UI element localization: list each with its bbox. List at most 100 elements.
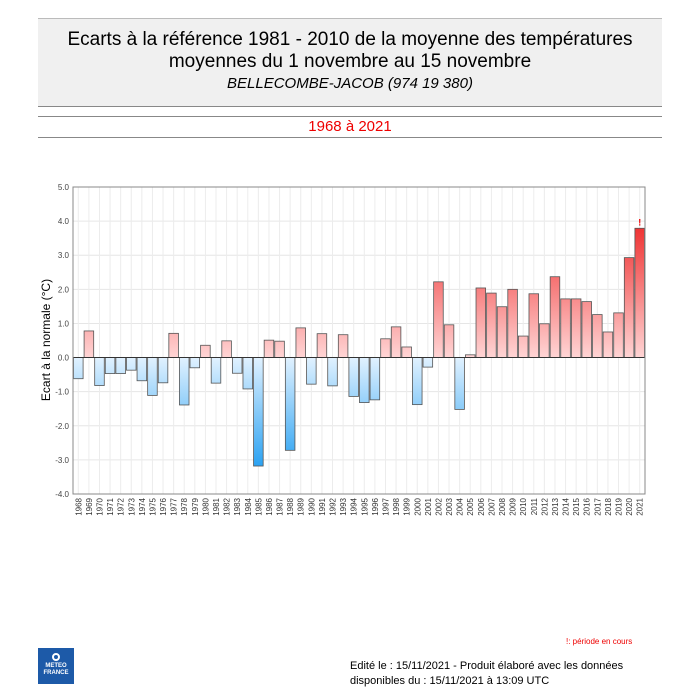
x-tick-label: 1974 xyxy=(138,497,147,515)
bar-2019 xyxy=(613,312,624,358)
edition-line2: disponibles du : 15/11/2021 à 13:09 UTC xyxy=(350,675,550,687)
bar-2011 xyxy=(528,293,539,358)
bar-1990 xyxy=(306,357,317,385)
bar-2010 xyxy=(517,335,529,358)
bar-1995 xyxy=(359,357,370,403)
bar-1986 xyxy=(263,339,275,358)
title-line1: Ecarts à la référence 1981 - 2010 de la … xyxy=(67,29,633,50)
bar-1968 xyxy=(73,357,84,380)
x-tick-label: 2019 xyxy=(615,497,624,515)
y-tick-label: -3.0 xyxy=(55,456,69,465)
x-tick-label: 2001 xyxy=(424,497,433,515)
edition-info: Edité le : 15/11/2021 - Produit élaboré … xyxy=(350,659,623,689)
bar-2001 xyxy=(422,357,434,368)
x-tick-label: 1976 xyxy=(159,497,168,515)
bar-1989 xyxy=(295,327,306,358)
x-tick-label: 2004 xyxy=(456,497,465,515)
bar-2012 xyxy=(539,323,550,358)
y-axis-label: Ecart à la normale (°C) xyxy=(39,279,53,401)
bar-1992 xyxy=(327,357,338,387)
bar-1976 xyxy=(157,357,169,384)
bar-1977 xyxy=(168,332,179,358)
period-label: 1968 à 2021 xyxy=(308,118,392,135)
x-tick-label: 2002 xyxy=(434,497,443,515)
x-tick-label: 1979 xyxy=(191,497,200,515)
x-tick-label: 2018 xyxy=(604,497,613,515)
bar-2009 xyxy=(507,288,518,358)
x-tick-label: 1995 xyxy=(360,497,369,515)
bar-2020 xyxy=(623,257,635,358)
x-tick-label: 1994 xyxy=(350,497,359,515)
y-tick-label: 2.0 xyxy=(58,285,70,294)
divider xyxy=(38,137,662,138)
bar-1985 xyxy=(253,357,264,467)
bar-1975 xyxy=(147,357,158,396)
bar-1980 xyxy=(200,344,211,358)
bar-2015 xyxy=(570,298,582,358)
y-tick-label: -4.0 xyxy=(55,490,69,499)
x-tick-label: 2012 xyxy=(540,497,549,515)
x-tick-label: 1993 xyxy=(339,497,348,515)
x-tick-label: 1972 xyxy=(117,497,126,515)
bar-1993 xyxy=(337,334,349,358)
bar-2013 xyxy=(549,276,561,358)
x-tick-label: 1983 xyxy=(233,497,242,515)
x-tick-label: 1989 xyxy=(297,497,306,515)
x-tick-label: 1971 xyxy=(106,497,115,515)
bar-2003 xyxy=(443,324,455,358)
x-tick-label: 2000 xyxy=(413,497,422,515)
x-tick-label: 2021 xyxy=(636,497,645,515)
x-tick-label: 1973 xyxy=(127,497,136,515)
x-tick-label: 1990 xyxy=(307,497,316,515)
x-tick-label: 1991 xyxy=(318,497,327,515)
bar-2017 xyxy=(592,314,603,358)
x-tick-label: 1986 xyxy=(265,497,274,515)
x-tick-label: 1999 xyxy=(403,497,412,515)
y-tick-label: 0.0 xyxy=(58,354,70,363)
bar-1982 xyxy=(221,340,232,358)
x-tick-label: 2013 xyxy=(551,497,560,515)
bar-2007 xyxy=(486,292,497,358)
x-tick-label: 1987 xyxy=(276,497,285,515)
bar-1984 xyxy=(242,357,253,390)
x-tick-label: 2007 xyxy=(487,497,496,515)
bar-1973 xyxy=(126,357,137,371)
bar-1983 xyxy=(231,357,243,374)
x-tick-label: 1992 xyxy=(329,497,338,515)
bar-1972 xyxy=(115,357,126,374)
y-tick-label: -1.0 xyxy=(55,388,69,397)
bar-2002 xyxy=(433,281,444,358)
bar-2008 xyxy=(496,306,508,358)
bar-1974 xyxy=(136,357,148,382)
x-tick-label: 1980 xyxy=(201,497,210,515)
title-line2: moyennes du 1 novembre au 15 novembre xyxy=(168,51,532,72)
x-tick-label: 1978 xyxy=(180,497,189,515)
x-tick-label: 1988 xyxy=(286,497,295,515)
bar-1997 xyxy=(380,338,391,358)
x-tick-label: 1997 xyxy=(381,497,390,515)
bar-1987 xyxy=(274,340,285,358)
x-tick-label: 1970 xyxy=(95,497,104,515)
y-tick-label: -2.0 xyxy=(55,422,69,431)
bar-1996 xyxy=(369,357,381,401)
y-tick-label: 1.0 xyxy=(58,319,70,328)
bar-1969 xyxy=(83,330,95,358)
ongoing-annotation: ! xyxy=(638,217,641,227)
x-tick-label: 2008 xyxy=(498,497,507,515)
y-tick-label: 4.0 xyxy=(58,217,70,226)
x-tick-label: 1998 xyxy=(392,497,401,515)
x-tick-label: 1982 xyxy=(223,497,232,515)
x-tick-label: 2015 xyxy=(572,497,581,515)
bar-1979 xyxy=(189,357,201,369)
bar-1998 xyxy=(390,326,402,358)
bar-1981 xyxy=(210,357,222,384)
station-name: BELLECOMBE-JACOB (974 19 380) xyxy=(227,75,473,92)
bar-2018 xyxy=(602,331,614,358)
bar-1970 xyxy=(94,357,105,386)
plot-frame xyxy=(72,186,646,495)
x-tick-label: 1969 xyxy=(85,497,94,515)
divider xyxy=(38,116,662,117)
bar-1988 xyxy=(284,357,296,451)
y-tick-label: 3.0 xyxy=(58,251,70,260)
